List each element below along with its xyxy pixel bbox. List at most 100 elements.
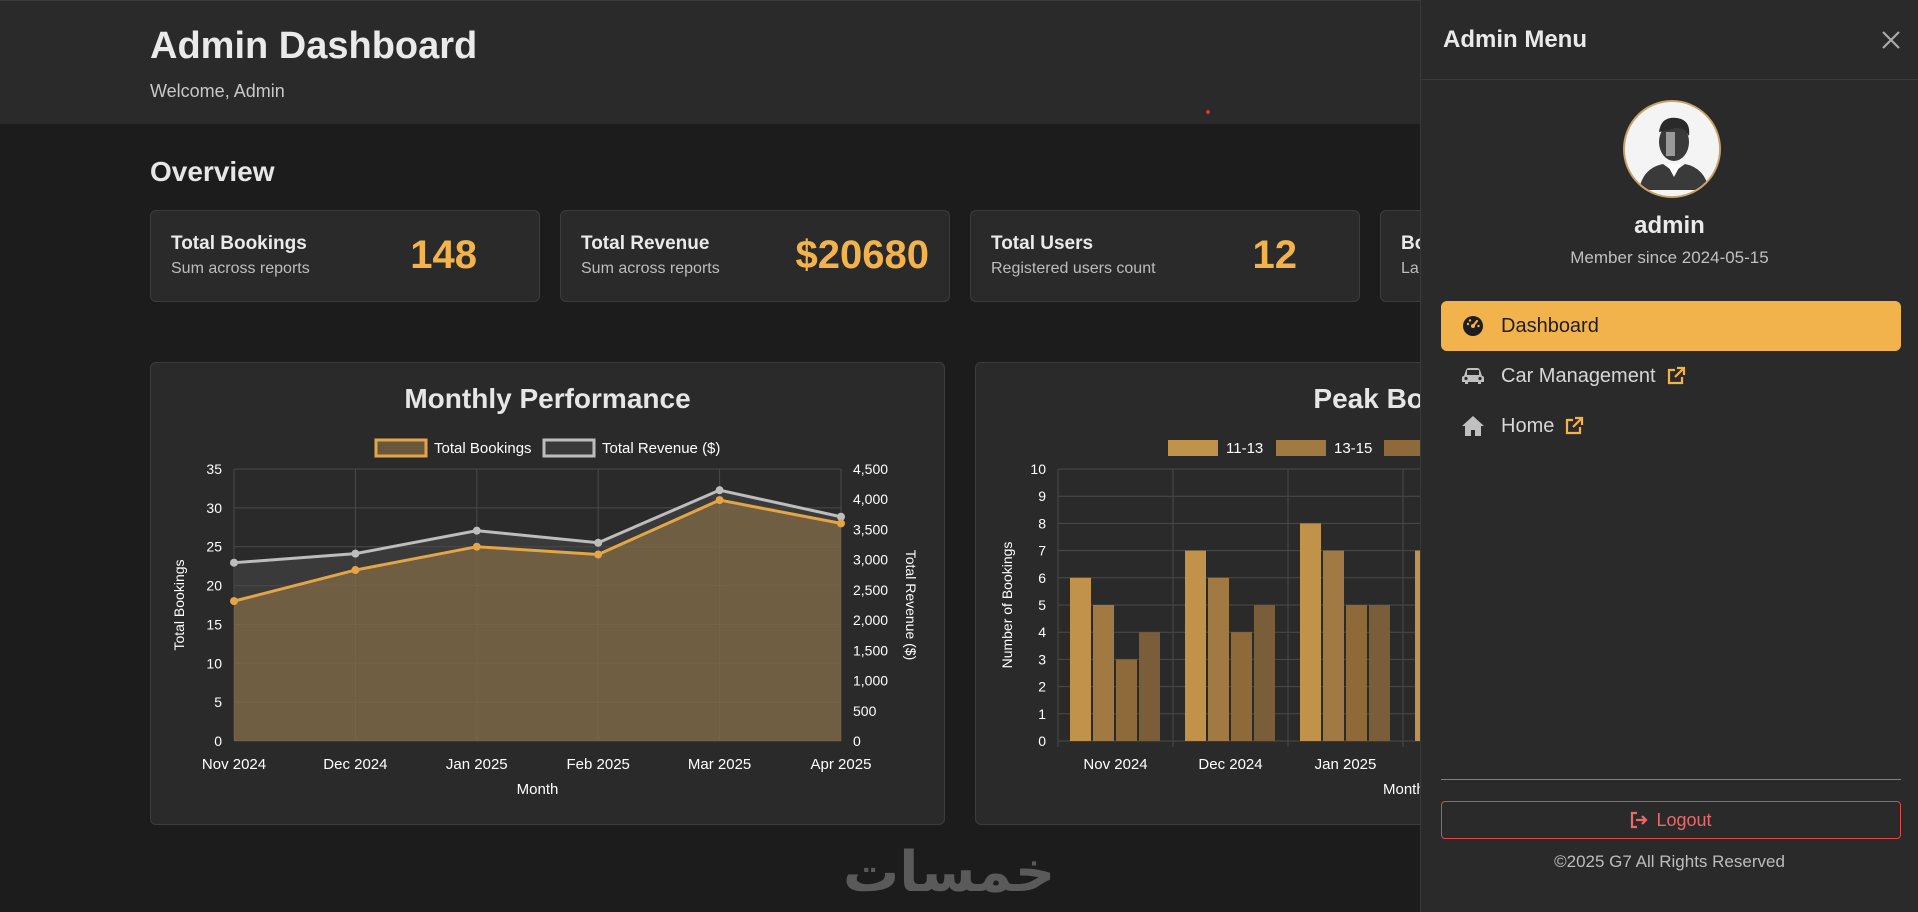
bar xyxy=(1185,550,1206,741)
data-point xyxy=(472,542,481,551)
x-tick-label: Dec 2024 xyxy=(323,756,387,773)
y-tick-label: 35 xyxy=(206,461,222,477)
y-tick-label: 5 xyxy=(1038,597,1046,613)
y-tick-label: 20 xyxy=(206,578,222,594)
data-point xyxy=(472,526,481,535)
y-tick-label: 4 xyxy=(1038,624,1046,640)
y2-tick-label: 500 xyxy=(853,703,877,719)
overview-title: Overview xyxy=(150,156,275,187)
y-tick-label: 7 xyxy=(1038,543,1046,559)
legend-swatch xyxy=(374,438,428,458)
x-axis-label: Month xyxy=(1383,781,1425,798)
stat-title: Total Users xyxy=(991,233,1094,254)
watermark-logo: خمسات xyxy=(843,840,1056,905)
y-tick-label: 30 xyxy=(206,500,222,516)
legend-swatch xyxy=(1276,440,1326,456)
y-tick-label: 9 xyxy=(1038,488,1046,504)
gauge-icon xyxy=(1461,314,1485,338)
x-tick-label: Jan 2025 xyxy=(1315,756,1377,773)
legend-label: Total Bookings xyxy=(434,440,532,457)
avatar xyxy=(1623,100,1721,198)
y2-tick-label: 4,500 xyxy=(853,461,888,477)
data-point xyxy=(594,550,603,559)
y-axis-label: Number of Bookings xyxy=(999,542,1015,669)
bar xyxy=(1346,605,1367,741)
y-tick-label: 6 xyxy=(1038,570,1046,586)
y2-tick-label: 3,500 xyxy=(853,521,888,537)
x-tick-label: Feb 2025 xyxy=(567,756,630,773)
legend-label: 11-13 xyxy=(1226,440,1263,457)
y2-tick-label: 1,500 xyxy=(853,642,888,658)
stat-value: 12 xyxy=(1252,233,1298,277)
data-point xyxy=(351,566,360,575)
y-tick-label: 15 xyxy=(206,616,222,632)
legend-swatch xyxy=(542,438,596,458)
admin-drawer: Admin Menu admin Member since 2024-05-15… xyxy=(1420,0,1918,912)
bar xyxy=(1231,632,1252,741)
stat-card-revenue: Total Revenue Sum across reports $20680 xyxy=(560,210,950,302)
bar xyxy=(1208,577,1229,741)
close-icon[interactable] xyxy=(1875,24,1907,56)
y-tick-label: 8 xyxy=(1038,515,1046,531)
logout-button[interactable]: Logout xyxy=(1441,801,1901,839)
y2-tick-label: 1,000 xyxy=(853,673,888,689)
data-point xyxy=(594,538,603,547)
drawer-divider xyxy=(1441,779,1901,780)
y2-tick-label: 2,500 xyxy=(853,582,888,598)
x-tick-label: Apr 2025 xyxy=(811,756,872,773)
y-tick-label: 10 xyxy=(206,655,222,671)
car-icon xyxy=(1461,364,1485,388)
y-tick-label: 10 xyxy=(1030,461,1046,477)
y-tick-label: 25 xyxy=(206,539,222,555)
x-tick-label: Mar 2025 xyxy=(688,756,751,773)
user-avatar-icon xyxy=(1625,102,1719,196)
bar xyxy=(1369,605,1390,741)
nav-item-dashboard[interactable]: Dashboard xyxy=(1441,301,1901,351)
legend-swatch xyxy=(1168,440,1218,456)
data-point xyxy=(837,519,845,528)
bar xyxy=(1070,577,1091,741)
nav-label: Dashboard xyxy=(1501,314,1599,337)
y2-tick-label: 4,000 xyxy=(853,491,888,507)
page-title: Admin Dashboard xyxy=(150,25,478,67)
data-point xyxy=(351,549,360,558)
bar xyxy=(1323,550,1344,741)
data-point xyxy=(230,558,238,567)
series-area xyxy=(234,500,841,741)
y-tick-label: 0 xyxy=(214,733,222,749)
nav-item-home[interactable]: Home xyxy=(1441,401,1901,451)
nav-label: Car Management xyxy=(1501,364,1656,387)
y2-tick-label: 3,000 xyxy=(853,552,888,568)
y2-tick-label: 2,000 xyxy=(853,612,888,628)
y-tick-label: 0 xyxy=(1038,733,1046,749)
data-point xyxy=(837,512,845,521)
y-tick-label: 3 xyxy=(1038,651,1046,667)
stat-subtitle: La xyxy=(1401,260,1419,277)
stat-card-bookings: Total Bookings Sum across reports 148 xyxy=(150,210,540,302)
stat-subtitle: Sum across reports xyxy=(581,260,720,277)
data-point xyxy=(230,597,238,606)
series-line xyxy=(233,488,842,565)
drawer-header: Admin Menu xyxy=(1421,0,1918,80)
home-icon xyxy=(1461,414,1485,438)
x-tick-label: Nov 2024 xyxy=(202,756,266,773)
legend-label: 13-15 xyxy=(1334,440,1372,457)
series-line xyxy=(233,498,842,603)
stat-subtitle: Sum across reports xyxy=(171,260,310,277)
data-point xyxy=(715,496,724,505)
data-point xyxy=(715,486,724,495)
x-tick-label: Nov 2024 xyxy=(1083,756,1147,773)
bar xyxy=(1093,605,1114,741)
external-link-icon xyxy=(1564,416,1584,436)
nav-item-car-management[interactable]: Car Management xyxy=(1441,351,1901,401)
stat-title: Total Bookings xyxy=(171,233,307,254)
stat-card-users: Total Users Registered users count 12 xyxy=(970,210,1360,302)
y-axis-label: Total Bookings xyxy=(171,559,187,650)
y-tick-label: 2 xyxy=(1038,679,1046,695)
logout-label: Logout xyxy=(1656,809,1712,830)
legend-label: Total Revenue ($) xyxy=(602,440,720,457)
username: admin xyxy=(1634,212,1705,239)
stat-title: Total Revenue xyxy=(581,233,710,254)
y-tick-label: 1 xyxy=(1038,706,1046,722)
stat-value: $20680 xyxy=(795,233,929,277)
